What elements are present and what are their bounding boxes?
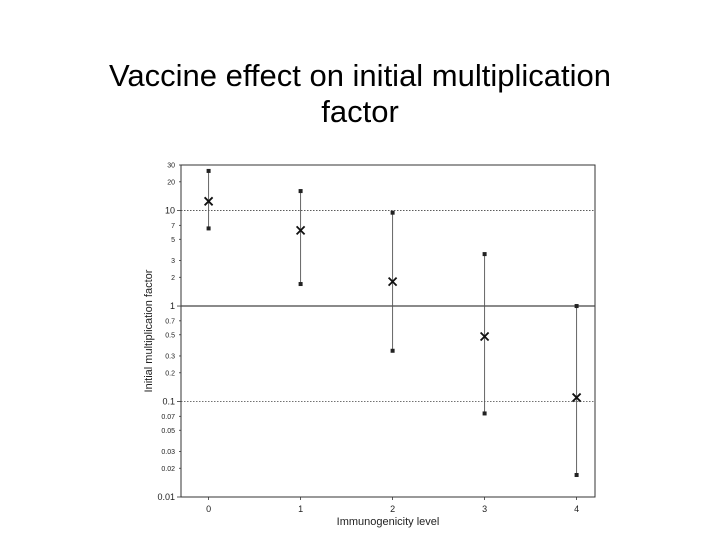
lower-bound-point-3 [482, 411, 487, 416]
upper-bound-point-0 [206, 168, 211, 173]
reference-lines [181, 210, 595, 402]
y-tick-label-10: 0.3 [165, 353, 175, 360]
y-tick-label-0: 30 [167, 163, 175, 170]
lower-bound-point-4 [574, 472, 579, 477]
estimate-marker-0 [203, 196, 214, 206]
upper-bound-point-3 [482, 252, 487, 257]
y-tick-label-9: 0.5 [165, 332, 175, 339]
x-axis-ticks: 0 1 2 3 4 [206, 497, 579, 514]
y-tick-label-17: 0.01 [157, 492, 175, 502]
y-tick-label-12: 0.1 [162, 397, 175, 407]
y-tick-label-6: 2 [171, 275, 175, 282]
y-axis-ticks: 30 20 10 7 5 3 2 1 0.7 0.5 0.3 0.2 0.1 0.07 0.05 0.03 0.… [157, 163, 181, 502]
x-tick-label-2: 2 [390, 504, 395, 514]
lower-bound-point-1 [298, 282, 303, 287]
estimate-marker-2 [387, 277, 398, 287]
y-tick-label-4: 5 [171, 237, 175, 244]
y-tick-label-1: 20 [167, 179, 175, 186]
lower-bound-point-2 [390, 348, 395, 353]
x-tick-label-1: 1 [298, 504, 303, 514]
estimate-marker-3 [479, 331, 490, 342]
x-tick-label-0: 0 [206, 504, 211, 514]
upper-bound-point-2 [390, 210, 395, 215]
estimate-marker-4 [571, 392, 582, 403]
estimate-marker-1 [295, 225, 306, 236]
x-axis-label: Immunogenicity level [337, 516, 440, 528]
y-tick-label-3: 7 [171, 223, 175, 230]
slide-title-line-2: factor [321, 94, 399, 129]
y-tick-label-16: 0.02 [161, 466, 175, 473]
upper-bound-point-4 [574, 304, 579, 309]
plot-frame [180, 164, 596, 498]
y-tick-label-15: 0.03 [161, 449, 175, 456]
y-tick-label-13: 0.07 [161, 414, 175, 421]
error-bars [206, 168, 579, 477]
estimate-markers [203, 196, 582, 403]
x-tick-label-4: 4 [574, 504, 579, 514]
slide-title-line-1: Vaccine effect on initial multiplication [108, 58, 611, 93]
lower-bound-point-0 [206, 226, 211, 231]
y-tick-label-8: 0.7 [165, 318, 175, 325]
y-tick-label-14: 0.05 [161, 428, 175, 435]
x-tick-label-3: 3 [482, 504, 487, 514]
y-tick-label-5: 3 [171, 258, 175, 265]
y-tick-label-2: 10 [165, 206, 175, 216]
y-tick-label-11: 0.2 [165, 370, 175, 377]
y-axis-label: Initial multiplication factor [143, 269, 155, 392]
upper-bound-point-1 [298, 189, 303, 194]
slide-title: Vaccine effect on initial multiplication… [60, 58, 660, 130]
y-tick-label-7: 1 [170, 301, 175, 311]
